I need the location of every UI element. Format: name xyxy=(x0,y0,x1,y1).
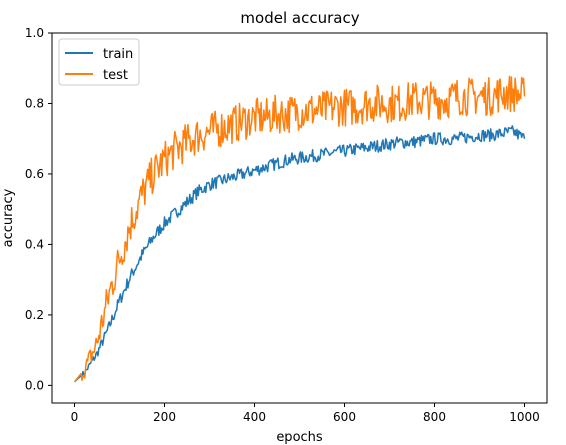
y-tick-label: 0.2 xyxy=(25,308,44,322)
legend: train test xyxy=(58,38,140,86)
legend-label-train: train xyxy=(103,47,133,62)
y-axis-label: accuracy xyxy=(1,188,16,247)
y-axis: 0.0 0.2 0.4 0.6 0.8 1.0 xyxy=(25,26,52,392)
y-tick-label: 1.0 xyxy=(25,26,44,40)
legend-label-test: test xyxy=(103,68,128,83)
x-axis-label: epochs xyxy=(276,430,323,445)
y-tick-label: 0.6 xyxy=(25,167,44,181)
series-line-test xyxy=(73,75,526,383)
series-line-train xyxy=(73,125,526,383)
y-tick-label: 0.0 xyxy=(25,378,44,392)
x-tick-label: 400 xyxy=(243,410,266,424)
x-axis: 0 200 400 600 800 1000 xyxy=(71,403,540,424)
chart-title: model accuracy xyxy=(240,9,359,27)
plot-lines xyxy=(73,75,526,383)
y-tick-label: 0.4 xyxy=(25,237,44,251)
x-tick-label: 1000 xyxy=(509,410,540,424)
x-tick-label: 800 xyxy=(423,410,446,424)
plot-frame xyxy=(51,32,548,404)
y-tick-label: 0.8 xyxy=(25,96,44,110)
x-tick-label: 200 xyxy=(153,410,176,424)
x-tick-label: 600 xyxy=(333,410,356,424)
x-tick-label: 0 xyxy=(71,410,79,424)
